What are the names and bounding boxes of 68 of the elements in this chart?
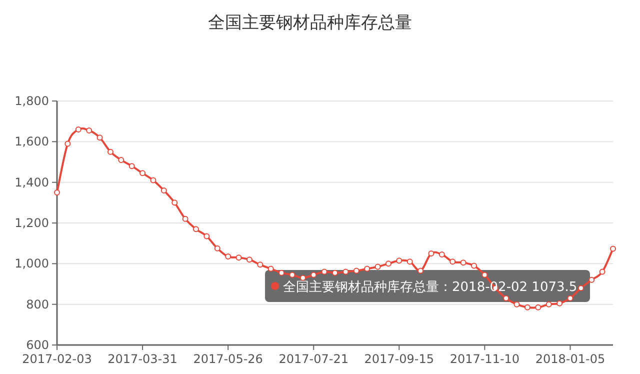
point <box>546 301 552 308</box>
title: 全国主要钢材品种库存总量 <box>208 13 412 33</box>
point <box>578 285 584 292</box>
point <box>610 246 616 252</box>
point <box>535 304 542 310</box>
point <box>332 270 338 276</box>
point <box>268 266 274 272</box>
point <box>118 156 124 163</box>
y-tick-label: 1,800 <box>14 94 49 108</box>
point <box>300 274 306 281</box>
point <box>460 260 466 266</box>
point <box>482 272 488 278</box>
point <box>289 272 296 278</box>
y-tick-label: 1,400 <box>14 175 49 190</box>
point <box>438 252 445 258</box>
point <box>140 170 146 176</box>
point <box>75 126 82 132</box>
point <box>214 245 220 252</box>
point <box>128 163 135 170</box>
y-tick-label: 1,200 <box>14 216 49 230</box>
x-tick-label: 2017-09-15 <box>364 352 434 366</box>
x-tick-label: 2017-05-26 <box>193 352 263 366</box>
point <box>310 272 317 278</box>
line-series <box>54 126 616 310</box>
point <box>193 226 199 232</box>
point <box>321 268 328 275</box>
point <box>225 254 232 260</box>
point <box>406 258 413 265</box>
x-tick-label: 2017-02-03 <box>22 352 92 366</box>
point <box>86 127 92 134</box>
point <box>514 301 520 308</box>
point <box>599 268 606 275</box>
point <box>278 270 285 276</box>
point <box>588 276 595 283</box>
point <box>524 304 530 310</box>
point <box>236 254 242 261</box>
point <box>396 258 402 264</box>
point <box>364 266 370 272</box>
point <box>160 187 167 194</box>
point <box>556 300 563 306</box>
point <box>374 264 381 270</box>
point <box>450 258 456 265</box>
point <box>342 268 349 275</box>
point <box>172 200 178 206</box>
y-tick-label: 1,000 <box>14 256 49 271</box>
y-tick-label: 800 <box>26 297 49 312</box>
point <box>96 134 103 141</box>
point <box>246 256 252 263</box>
point <box>471 262 477 269</box>
point <box>567 295 574 302</box>
point <box>353 268 360 274</box>
point <box>257 262 264 268</box>
point <box>182 216 188 222</box>
x-tick-label: 2017-11-10 <box>450 352 520 366</box>
point <box>64 140 71 147</box>
point <box>204 233 210 240</box>
point <box>418 268 424 274</box>
point <box>385 260 392 267</box>
y-tick-label: 600 <box>26 338 49 352</box>
point <box>54 190 60 196</box>
point <box>428 250 434 256</box>
x-tick-label: 2017-03-31 <box>108 352 178 366</box>
y-tick-label: 1,600 <box>14 134 49 149</box>
point <box>150 177 156 184</box>
point <box>503 295 510 302</box>
x-tick-label: 2018-01-05 <box>535 352 606 366</box>
x-tick-label: 2017-07-21 <box>278 352 348 366</box>
point <box>107 148 114 155</box>
